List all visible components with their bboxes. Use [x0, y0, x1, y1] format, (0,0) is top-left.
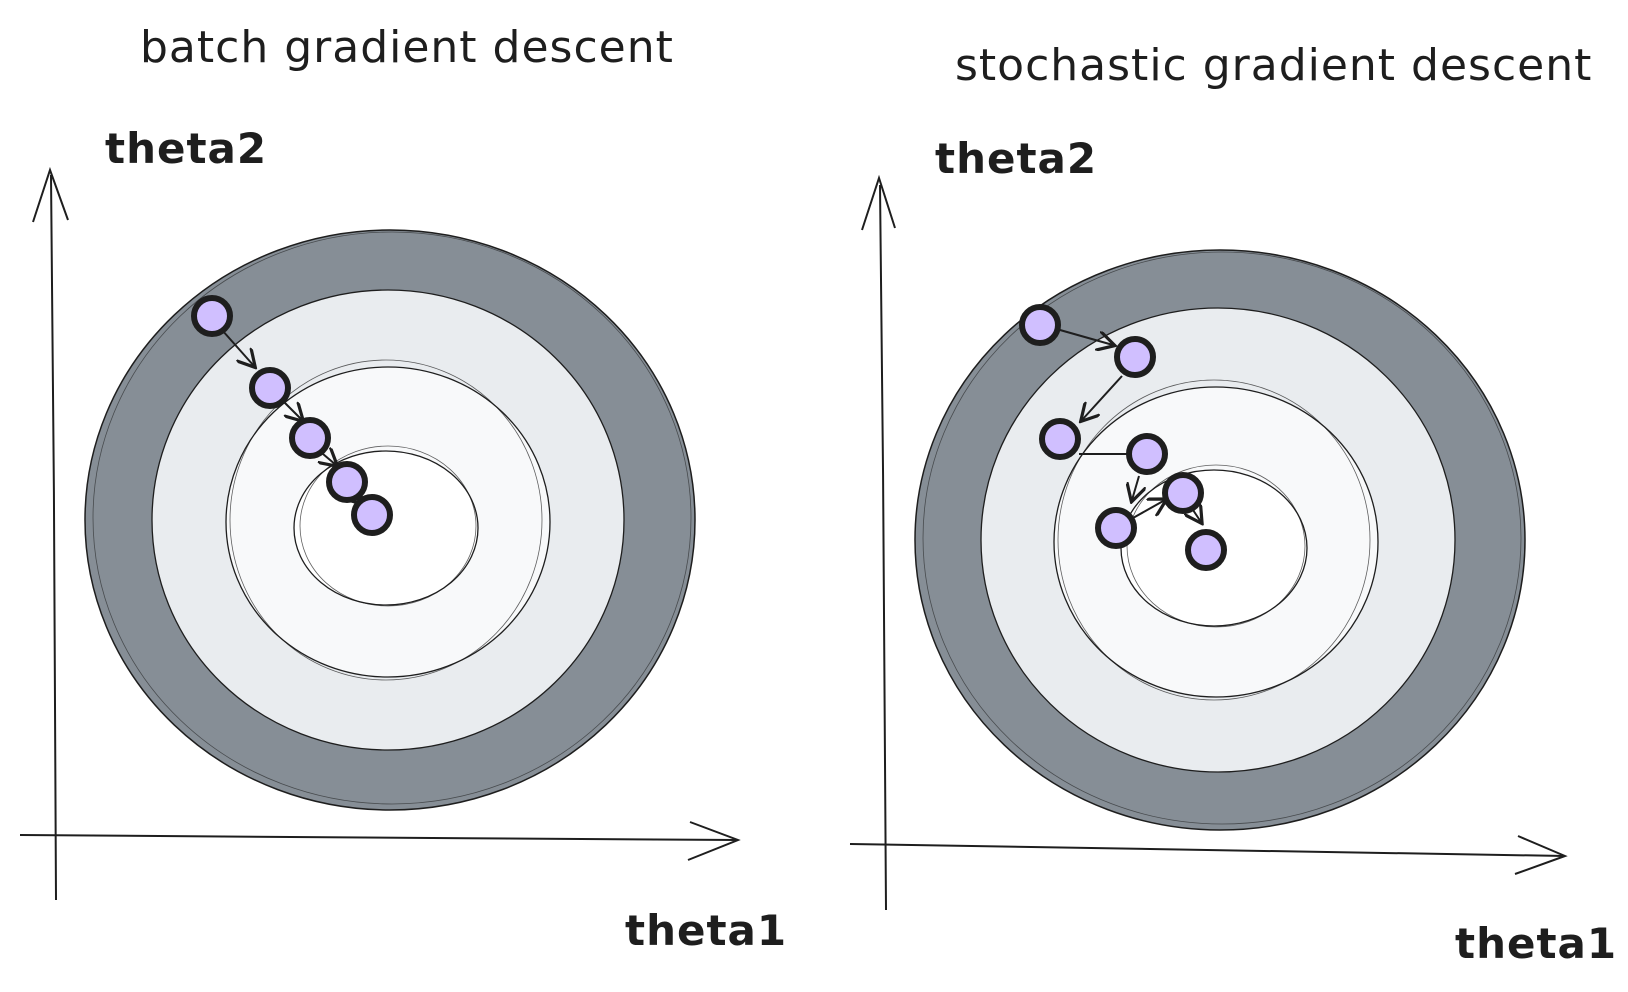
batch-points [191, 295, 393, 536]
stochastic-panel-title: stochastic gradient descent [955, 40, 1592, 91]
batch-y-axis-arrowhead [32, 166, 69, 223]
stochastic-point [1039, 418, 1081, 460]
batch-point [326, 461, 368, 503]
stochastic-step-arrow [1132, 500, 1165, 519]
batch-x-axis [19, 834, 739, 841]
stochastic-point [1126, 433, 1168, 475]
stochastic-point [1185, 529, 1227, 571]
stochastic-point [1162, 472, 1204, 514]
stochastic-path [1059, 329, 1201, 522]
stochastic-step-arrow [1193, 510, 1201, 522]
stochastic-step-arrow [1082, 375, 1123, 420]
stochastic-x-axis-arrowhead [1514, 835, 1568, 875]
batch-x-axis-label: theta1 [625, 906, 787, 955]
batch-y-axis-label: theta2 [105, 124, 267, 173]
stochastic-step-arrow [1059, 329, 1113, 345]
stochastic-points [1019, 304, 1227, 571]
stochastic-point [1019, 304, 1061, 346]
stochastic-point [1114, 336, 1156, 378]
batch-point [351, 494, 393, 536]
batch-panel-title: batch gradient descent [140, 22, 674, 73]
batch-x-axis-arrowhead [687, 821, 741, 861]
stochastic-y-axis [879, 184, 887, 911]
stochastic-point [1095, 507, 1137, 549]
stochastic-y-axis-arrowhead [861, 174, 896, 231]
batch-step-arrow [281, 399, 302, 420]
batch-y-axis [50, 174, 57, 901]
stochastic-panel: stochastic gradient descent theta2 theta… [849, 40, 1617, 968]
batch-point [289, 417, 331, 459]
batch-point [249, 367, 291, 409]
batch-point [191, 295, 233, 337]
batch-panel: batch gradient descent theta2 theta1 [19, 22, 787, 955]
stochastic-x-axis [849, 843, 1566, 857]
stochastic-x-axis-label: theta1 [1455, 919, 1617, 968]
stochastic-step-arrow [1132, 475, 1139, 500]
batch-step-arrow [323, 454, 336, 465]
batch-step-arrow [221, 329, 254, 366]
stochastic-y-axis-label: theta2 [935, 134, 1097, 183]
